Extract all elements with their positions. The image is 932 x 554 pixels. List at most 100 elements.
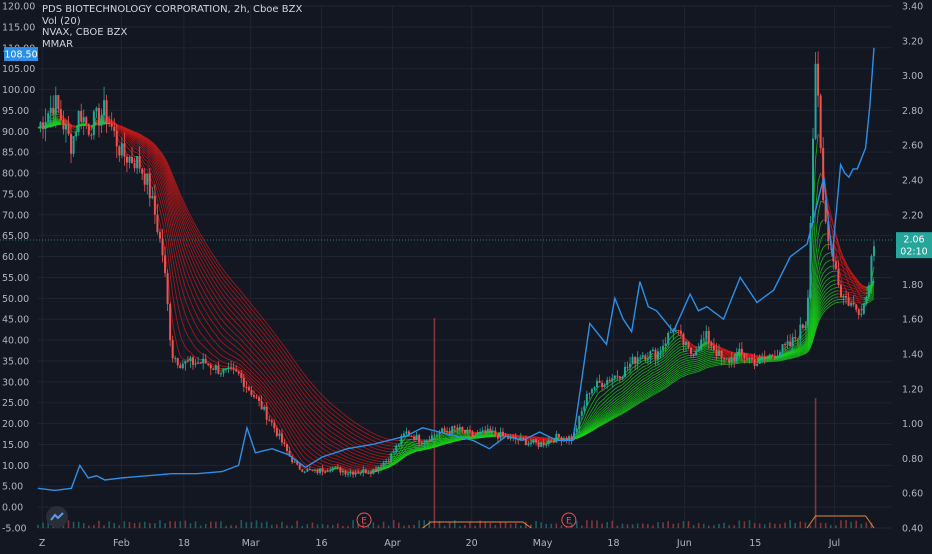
ma-ribbon-segment [340,466,343,467]
volume-bar [93,525,95,528]
volume-bar [169,521,171,528]
volume-bar [601,523,603,528]
volume-bar [474,526,476,528]
ma-ribbon-segment [849,290,852,291]
ma-ribbon-segment [356,468,359,469]
ma-ribbon-segment [368,466,371,467]
volume-bar [190,523,192,528]
volume-bar [378,525,380,528]
volume-bar [139,523,141,528]
volume-bar [408,525,410,528]
volume-bar [383,522,385,528]
volume-bar [281,522,283,528]
ma-ribbon-segment [353,465,356,466]
volume-bar [413,525,415,528]
volume-bar [830,525,832,528]
volume-bar [800,521,802,528]
volume-bar [733,525,735,528]
volume-bar [393,520,395,528]
volume-bar [789,520,791,528]
volume-bar [561,525,563,528]
ma-ribbon-segment [348,466,351,467]
ma-ribbon-segment [328,466,331,467]
volume-bar [312,522,314,528]
volume-bar [820,523,822,528]
ma-ribbon-segment [696,363,699,364]
ma-ribbon-segment [414,449,417,450]
volume-bar [388,526,390,528]
ma-ribbon-segment [221,366,224,367]
ma-ribbon-segment [356,466,359,467]
volume-bar [215,522,217,528]
volume-bar [373,522,375,528]
volume-bar [500,522,502,528]
volume-bar [611,521,613,528]
ma-ribbon-segment [333,461,336,462]
volume-bar [520,526,522,528]
volume-bar [195,521,197,528]
volume-bar [332,525,334,528]
volume-bar [490,523,492,528]
volume-bar [540,522,542,528]
volume-bar [434,318,436,528]
volume-bar [622,524,624,528]
volume-bar [794,523,796,528]
volume-bar [667,521,669,528]
volume-bar [855,521,857,528]
volume-bar [637,524,639,528]
ma-ribbon-segment [831,271,834,272]
volume-bar [810,525,812,528]
ma-ribbon-segment [429,447,432,448]
volume-bar [576,521,578,528]
volume-bar [723,523,725,528]
volume-bar [535,521,537,528]
volume-bar [550,524,552,528]
volume-bar [230,525,232,528]
volume-bar [749,520,751,528]
volume-bar [739,521,741,528]
volume-bar [713,525,715,528]
volume-bar [693,525,695,528]
volume-bar [449,522,451,528]
volume-bar [657,522,659,528]
volume-bar [515,523,517,528]
volume-bar [144,522,146,528]
ma-ribbon-segment [864,293,867,294]
ma-ribbon-segment [412,451,415,452]
volume-bar [505,522,507,528]
ma-ribbon-segment [396,456,399,457]
volume-bar [174,521,176,528]
volume-bar [464,525,466,528]
volume-bar [418,520,420,528]
volume-bar [744,521,746,528]
ma-ribbon-segment [437,444,440,445]
ma-ribbon-segment [864,288,867,289]
volume-bar [581,525,583,528]
volume-bar [825,523,827,528]
volume-bar [459,526,461,528]
volume-bar [210,522,212,528]
volume-bar [586,520,588,528]
volume-bar [240,520,242,528]
volume-bar [113,523,115,528]
ma-ribbon-segment [183,359,186,360]
ma-ribbon-segment [358,464,361,465]
ma-ribbon-segment [353,467,356,468]
volume-bar [327,525,329,528]
ma-ribbon-segment [686,356,689,357]
ma-ribbon-segment [696,361,699,362]
volume-bar [703,524,705,528]
volume-bar [103,525,105,528]
volume-bar [261,523,263,528]
volume-bar [286,525,288,528]
volume-bar [454,520,456,528]
volume-bar [200,525,202,528]
ma-ribbon-segment [409,448,412,449]
volume-bar [256,520,258,528]
ma-ribbon-segment [399,451,402,452]
ma-ribbon-segment [378,453,381,454]
volume-bar [42,522,44,528]
volume-bar [251,522,253,528]
